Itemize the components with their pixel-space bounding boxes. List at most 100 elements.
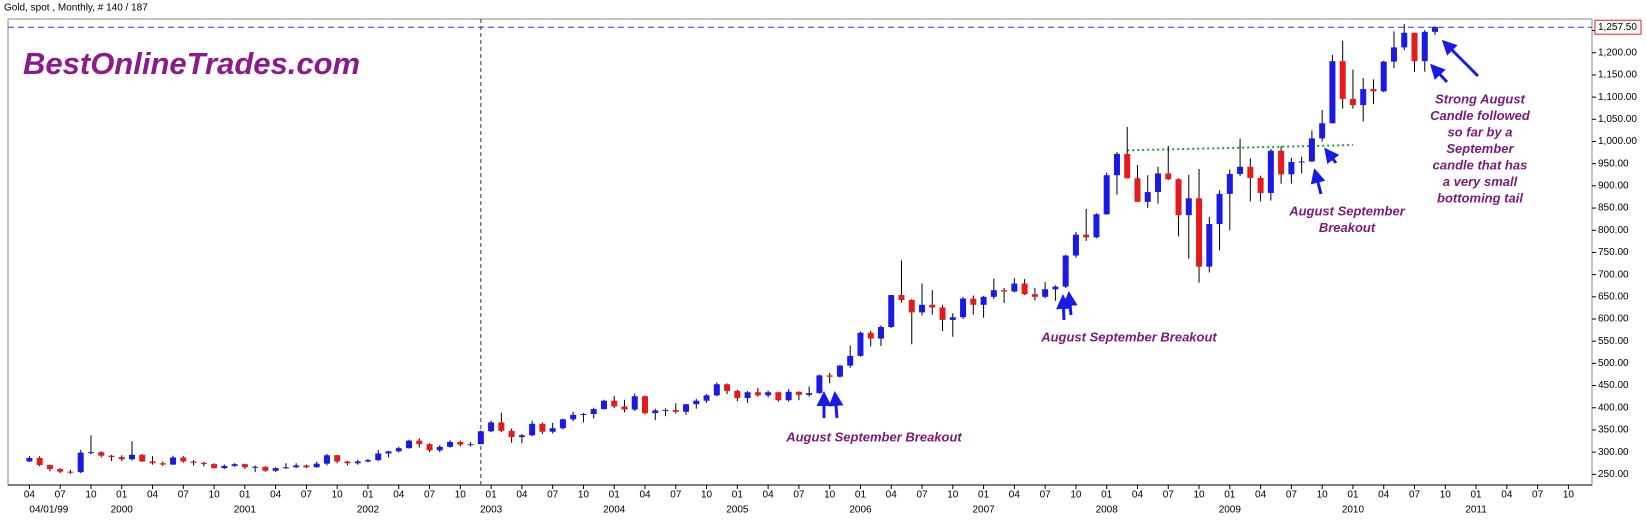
candle-body bbox=[282, 467, 289, 469]
candle-body bbox=[1083, 234, 1090, 238]
annotation: so far by a bbox=[1447, 124, 1512, 139]
x-tick-label: 01 bbox=[1470, 490, 1482, 501]
x-tick-label: 01 bbox=[1101, 490, 1113, 501]
candle-body bbox=[734, 390, 741, 399]
x-tick-label: 04 bbox=[516, 490, 528, 501]
y-tick-label: 350.00 bbox=[1598, 425, 1629, 436]
candle-body bbox=[457, 441, 464, 445]
x-tick-label: 01 bbox=[732, 490, 744, 501]
x-tick-label: 07 bbox=[424, 490, 436, 501]
y-tick-label: 950.00 bbox=[1598, 158, 1629, 169]
candle-body bbox=[529, 423, 536, 436]
x-tick-label: 01 bbox=[362, 490, 374, 501]
candle-body bbox=[467, 444, 474, 446]
candle-body bbox=[36, 457, 43, 466]
x-tick-label: 01 bbox=[239, 490, 251, 501]
candle-body bbox=[1288, 161, 1295, 175]
candle-body bbox=[775, 392, 782, 401]
x-tick-label: 04 bbox=[1501, 490, 1513, 501]
x-tick-label: 07 bbox=[1286, 490, 1298, 501]
candle-body bbox=[303, 465, 310, 468]
candle-body bbox=[877, 327, 884, 339]
candle-body bbox=[211, 464, 218, 469]
x-tick-label: 01 bbox=[978, 490, 990, 501]
x-tick-label: 01 bbox=[486, 490, 498, 501]
candle-body bbox=[826, 375, 833, 377]
x-tick-label: 04 bbox=[1378, 490, 1390, 501]
candle-body bbox=[847, 355, 854, 366]
y-tick-label: 1,150.00 bbox=[1598, 70, 1637, 81]
y-tick-label: 550.00 bbox=[1598, 336, 1629, 347]
year-label: 2009 bbox=[1219, 505, 1242, 516]
candle-body bbox=[898, 295, 905, 300]
last-price-box bbox=[1594, 19, 1642, 35]
annotation: candle that has bbox=[1433, 157, 1528, 172]
candle-body bbox=[1072, 234, 1079, 256]
candle-body bbox=[1216, 193, 1223, 225]
candle-body bbox=[344, 461, 351, 464]
candle-body bbox=[395, 448, 402, 452]
year-label: 2008 bbox=[1096, 505, 1119, 516]
candle-body bbox=[416, 440, 423, 445]
y-tick-label: 850.00 bbox=[1598, 203, 1629, 214]
candle-body bbox=[1349, 98, 1356, 106]
x-tick-label: 10 bbox=[947, 490, 959, 501]
candle-body bbox=[436, 446, 443, 451]
y-tick-label: 1,100.00 bbox=[1598, 92, 1637, 103]
candle-body bbox=[724, 384, 731, 391]
candle-body bbox=[549, 428, 556, 432]
candle-body bbox=[590, 409, 597, 414]
candle-body bbox=[1031, 294, 1038, 297]
candle-body bbox=[1093, 214, 1100, 238]
candle-body bbox=[1052, 286, 1059, 290]
candle-body bbox=[118, 457, 125, 460]
x-tick-label: 04 bbox=[763, 490, 775, 501]
x-tick-label: 10 bbox=[1070, 490, 1082, 501]
annotation: August September bbox=[1288, 203, 1406, 218]
candle-body bbox=[1298, 161, 1305, 163]
x-tick-label: 01 bbox=[609, 490, 621, 501]
y-tick-label: 750.00 bbox=[1598, 247, 1629, 258]
candle-body bbox=[1432, 27, 1439, 32]
year-label: 2007 bbox=[972, 505, 995, 516]
candle-body bbox=[190, 461, 197, 463]
candle-body bbox=[108, 455, 115, 458]
candle-body bbox=[1196, 198, 1203, 267]
candle-body bbox=[570, 414, 577, 420]
candle-body bbox=[559, 419, 566, 429]
x-tick-label: 10 bbox=[1317, 490, 1329, 501]
x-tick-label: 01 bbox=[116, 490, 128, 501]
candle-body bbox=[580, 413, 587, 415]
candle-body bbox=[1370, 89, 1377, 92]
candle-body bbox=[262, 466, 269, 471]
x-tick-label: 10 bbox=[332, 490, 344, 501]
candle-body bbox=[908, 299, 915, 313]
candle-body bbox=[795, 391, 802, 395]
candle-body bbox=[313, 463, 320, 468]
candle-body bbox=[508, 430, 515, 438]
candle-body bbox=[426, 444, 433, 451]
candle-body bbox=[1124, 153, 1131, 179]
x-tick-label: 04 bbox=[1255, 490, 1267, 501]
x-tick-label: 04 bbox=[886, 490, 898, 501]
year-label: 2006 bbox=[849, 505, 872, 516]
annotation: Breakout bbox=[1319, 220, 1376, 235]
x-tick-label: 10 bbox=[824, 490, 836, 501]
arrow bbox=[1310, 168, 1326, 195]
x-tick-label: 07 bbox=[1409, 490, 1421, 501]
chart-title: Gold, spot , Monthly, # 140 / 187 bbox=[4, 3, 148, 14]
x-tick-label: 07 bbox=[547, 490, 559, 501]
candle-body bbox=[816, 375, 823, 394]
candle-body bbox=[488, 422, 495, 432]
candle-body bbox=[1062, 255, 1069, 287]
year-label: 04/01/99 bbox=[29, 505, 68, 516]
y-tick-label: 700.00 bbox=[1598, 269, 1629, 280]
year-label: 2003 bbox=[480, 505, 503, 516]
arrow bbox=[1441, 39, 1480, 78]
x-tick-label: 10 bbox=[455, 490, 467, 501]
candle-body bbox=[970, 298, 977, 305]
candle-body bbox=[1113, 153, 1120, 176]
candle-body bbox=[98, 452, 105, 456]
candle-body bbox=[960, 298, 967, 318]
candle-body bbox=[652, 410, 659, 414]
